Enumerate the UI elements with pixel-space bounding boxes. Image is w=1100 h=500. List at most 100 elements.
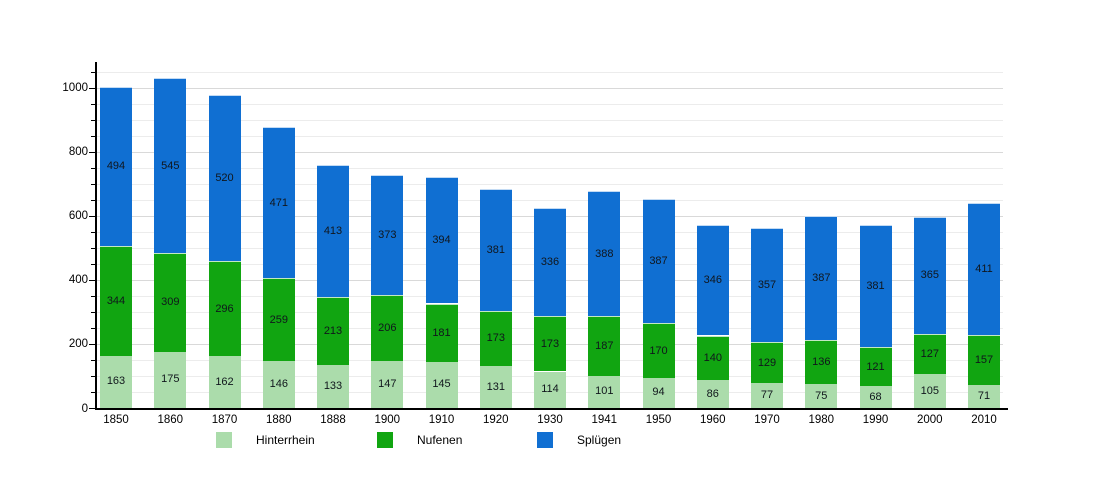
bar-segment-splgen: 373 xyxy=(371,175,404,295)
x-axis-label: 1860 xyxy=(157,414,184,426)
bar-segment-splgen: 357 xyxy=(751,227,783,342)
bar-value-label: 136 xyxy=(812,356,831,369)
bar-value-label: 309 xyxy=(161,296,180,309)
bar-value-label: 381 xyxy=(866,280,885,293)
x-axis-label: 2010 xyxy=(971,414,997,426)
bar-value-label: 114 xyxy=(541,383,559,396)
bar-segment-hinterrhein: 94 xyxy=(642,377,675,408)
bar-segment-hinterrhein: 162 xyxy=(208,356,241,408)
y-axis-tick xyxy=(89,408,95,409)
bar-segment-nufenen: 187 xyxy=(588,315,621,376)
bar-value-label: 157 xyxy=(974,354,994,367)
bar-segment-hinterrhein: 146 xyxy=(262,361,295,408)
bar-value-label: 387 xyxy=(812,272,831,285)
bar-segment-hinterrhein: 163 xyxy=(100,355,132,408)
bar-segment-nufenen: 140 xyxy=(696,335,729,381)
bar-value-label: 162 xyxy=(215,375,234,388)
bar-value-label: 173 xyxy=(486,332,505,345)
bar-value-label: 127 xyxy=(920,348,939,361)
gridline xyxy=(97,103,1003,105)
bar-value-label: 344 xyxy=(106,294,126,307)
bar-segment-nufenen: 259 xyxy=(262,278,295,362)
x-axis-label: 1990 xyxy=(862,414,889,426)
bar-segment-nufenen: 136 xyxy=(805,340,838,384)
y-tick-label: 0 xyxy=(81,402,88,415)
bar-value-label: 175 xyxy=(161,373,180,386)
x-axis-line xyxy=(95,408,1008,410)
y-tick-label: 1000 xyxy=(62,82,88,95)
y-axis-tick xyxy=(89,279,95,281)
x-axis-label: 1880 xyxy=(266,414,292,426)
y-axis-tick xyxy=(91,295,95,297)
bar-value-label: 494 xyxy=(106,160,126,173)
y-axis-tick xyxy=(91,135,95,137)
gridline xyxy=(97,135,1003,137)
legend-swatch-icon xyxy=(216,432,232,448)
bar-segment-hinterrhein: 68 xyxy=(859,386,892,408)
bar-segment-splgen: 381 xyxy=(479,188,512,311)
x-axis-label: 1910 xyxy=(428,414,455,426)
y-axis-tick xyxy=(91,263,95,265)
bar-value-label: 206 xyxy=(378,321,397,334)
bar-value-label: 413 xyxy=(323,224,343,237)
x-axis-label: 1900 xyxy=(374,414,401,426)
bar-segment-nufenen: 296 xyxy=(208,261,241,357)
bar-value-label: 394 xyxy=(432,234,451,247)
y-axis-tick xyxy=(91,359,95,361)
bar-segment-nufenen: 344 xyxy=(100,245,132,356)
bar-value-label: 105 xyxy=(920,384,939,397)
bar-segment-hinterrhein: 133 xyxy=(317,365,349,408)
legend-label: Hinterrhein xyxy=(256,433,315,447)
y-axis-tick xyxy=(91,167,95,169)
bar-segment-hinterrhein: 75 xyxy=(805,384,838,408)
x-axis-label: 1850 xyxy=(103,414,129,426)
bar-value-label: 146 xyxy=(269,378,288,391)
bar-value-label: 387 xyxy=(649,255,668,268)
bar-value-label: 373 xyxy=(378,229,397,242)
y-tick-label: 600 xyxy=(68,210,88,223)
legend-item-hinterrhein: Hinterrhein xyxy=(216,432,315,448)
gridline xyxy=(97,71,1003,73)
bar-segment-nufenen: 309 xyxy=(154,252,187,352)
bar-segment-hinterrhein: 131 xyxy=(479,366,512,408)
bar-segment-nufenen: 181 xyxy=(425,303,458,362)
bar-value-label: 296 xyxy=(215,302,234,315)
bar-value-label: 131 xyxy=(486,380,505,393)
bar-segment-splgen: 411 xyxy=(968,203,1000,335)
bar-value-label: 94 xyxy=(652,386,665,399)
bar-value-label: 411 xyxy=(975,263,993,276)
y-axis-tick xyxy=(91,392,95,393)
bar-value-label: 68 xyxy=(869,390,882,403)
bar-value-label: 381 xyxy=(486,243,505,256)
gridline xyxy=(97,199,1003,201)
bar-segment-hinterrhein: 71 xyxy=(968,385,1000,408)
bar-value-label: 357 xyxy=(757,278,777,291)
bar-value-label: 346 xyxy=(703,274,722,287)
y-axis-tick xyxy=(89,87,95,89)
bar-segment-hinterrhein: 105 xyxy=(913,374,946,408)
y-axis-tick xyxy=(91,327,95,329)
legend-swatch-icon xyxy=(537,432,553,448)
gridline xyxy=(97,87,1003,89)
x-axis-label: 1950 xyxy=(645,414,672,426)
y-axis-tick xyxy=(91,103,95,105)
bar-segment-nufenen: 170 xyxy=(642,323,675,378)
y-axis-tick xyxy=(91,311,95,313)
bar-segment-nufenen: 173 xyxy=(534,316,566,372)
bar-value-label: 170 xyxy=(649,344,668,357)
bar-segment-nufenen: 213 xyxy=(317,297,349,366)
y-tick-label: 200 xyxy=(68,338,88,351)
y-axis-tick xyxy=(91,119,95,121)
bar-segment-hinterrhein: 114 xyxy=(534,371,566,408)
y-axis-tick xyxy=(89,343,95,345)
bar-segment-hinterrhein: 175 xyxy=(154,351,187,408)
bar-value-label: 520 xyxy=(215,171,234,184)
x-axis-label: 1920 xyxy=(483,414,509,426)
bar-value-label: 86 xyxy=(706,387,719,400)
bar-value-label: 388 xyxy=(595,247,614,260)
bar-segment-nufenen: 206 xyxy=(371,294,404,361)
bar-value-label: 101 xyxy=(595,385,614,398)
bar-value-label: 75 xyxy=(815,389,828,402)
bar-value-label: 181 xyxy=(432,326,451,339)
